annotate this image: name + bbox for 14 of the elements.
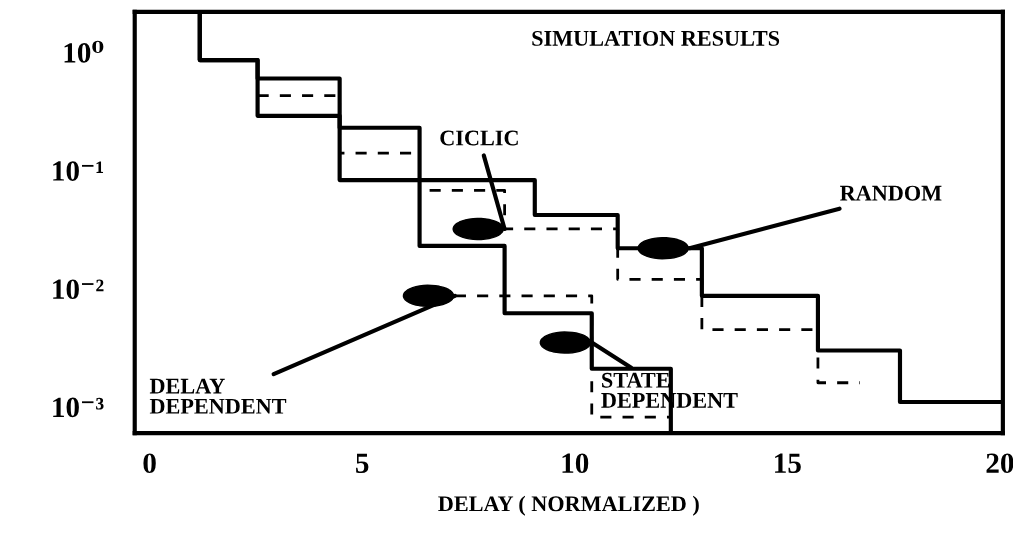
y-tick-label: 10⁻² (53, 279, 104, 300)
y-tick-label: 10⁻¹ (53, 161, 104, 181)
x-tick-label: 0 (143, 453, 156, 474)
x-tick-label: 5 (356, 453, 369, 474)
text: SIMULATION RESULTS (532, 30, 780, 46)
x-tick-label: 15 (775, 453, 801, 474)
annotation: RANDOM (840, 185, 942, 201)
x-axis-title: DELAY ( NORMALIZED ) (438, 495, 699, 516)
annotation: CICLIC (440, 130, 518, 146)
x-tick-label: 20 (986, 453, 1013, 474)
annotation: DELAY DEPENDENT (149, 378, 287, 414)
y-tick-label: 10⁰ (64, 40, 104, 63)
x-tick-label: 10 (562, 453, 589, 474)
y-tick-label: 10⁻³ (53, 397, 104, 418)
